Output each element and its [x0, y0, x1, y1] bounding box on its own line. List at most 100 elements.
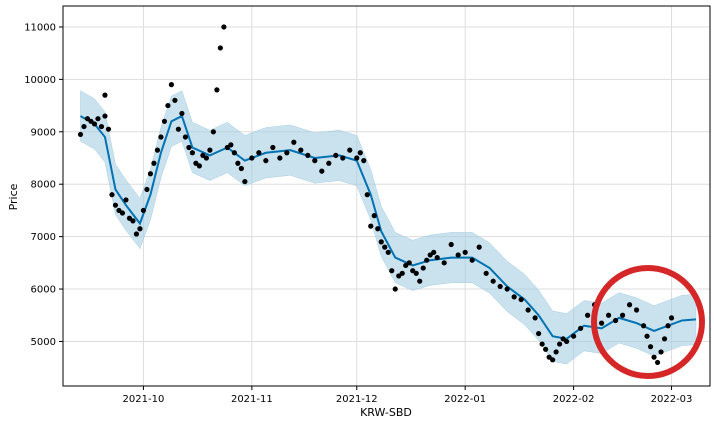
- data-point: [231, 150, 237, 156]
- data-point: [196, 163, 202, 169]
- data-point: [210, 129, 216, 135]
- data-point: [654, 359, 661, 366]
- data-point: [95, 116, 101, 122]
- x-tick-label: 2021-10: [123, 394, 165, 405]
- x-axis-ticks: 2021-10 2021-11 2021-12 2022-01 2022-02 2022-…: [123, 386, 693, 405]
- data-point: [420, 265, 426, 271]
- data-point: [640, 323, 647, 329]
- data-point: [619, 312, 626, 318]
- data-point: [105, 126, 112, 132]
- data-point: [413, 270, 419, 276]
- data-point: [235, 160, 241, 166]
- data-point: [658, 349, 664, 355]
- data-point: [172, 97, 178, 103]
- data-point: [668, 315, 675, 321]
- data-point: [182, 134, 189, 140]
- data-point: [119, 210, 126, 216]
- data-point: [291, 139, 297, 145]
- data-point: [375, 226, 381, 232]
- data-point: [256, 150, 262, 156]
- data-point: [347, 147, 353, 153]
- y-tick-label: 5000: [31, 337, 56, 348]
- data-point: [165, 102, 171, 109]
- y-tick-label: 7000: [31, 232, 56, 243]
- data-point: [77, 131, 84, 138]
- data-point: [553, 349, 559, 355]
- data-point: [605, 312, 612, 318]
- data-point: [175, 126, 182, 132]
- data-point: [511, 294, 517, 300]
- y-axis-ticks: 5000 6000 7000 8000 9000 10000 11000: [24, 22, 63, 348]
- data-point: [371, 213, 377, 219]
- data-point: [81, 123, 87, 130]
- data-point: [249, 155, 255, 161]
- data-point: [504, 286, 510, 292]
- data-point: [102, 92, 108, 98]
- data-point: [406, 260, 412, 266]
- x-tick-label: 2022-02: [553, 394, 595, 405]
- data-point: [448, 241, 454, 248]
- data-point: [158, 134, 164, 140]
- data-point: [378, 239, 384, 245]
- data-point: [298, 147, 304, 153]
- data-point: [168, 82, 175, 88]
- observed-points: [77, 24, 675, 366]
- data-point: [214, 87, 220, 93]
- data-point: [154, 147, 161, 153]
- data-point: [578, 325, 584, 331]
- data-point: [399, 270, 405, 276]
- data-point: [564, 338, 570, 345]
- data-point: [364, 192, 370, 198]
- data-point: [354, 155, 360, 161]
- data-point: [584, 312, 591, 318]
- data-point: [326, 160, 332, 166]
- data-point: [203, 155, 209, 161]
- data-point: [536, 330, 542, 337]
- data-point: [333, 152, 339, 158]
- data-point: [133, 231, 140, 237]
- y-tick-label: 11000: [24, 22, 56, 33]
- data-point: [543, 346, 549, 352]
- data-point: [161, 118, 168, 124]
- data-point: [221, 24, 227, 30]
- data-point: [661, 336, 668, 342]
- data-point: [389, 268, 395, 274]
- data-point: [497, 283, 503, 290]
- data-point: [98, 123, 105, 130]
- data-point: [626, 302, 633, 308]
- data-point: [598, 320, 605, 326]
- data-point: [357, 150, 363, 156]
- y-tick-label: 9000: [31, 127, 56, 138]
- plot-frame: [62, 5, 711, 387]
- x-tick-label: 2021-12: [336, 394, 378, 405]
- data-point: [644, 333, 650, 339]
- data-point: [305, 152, 311, 158]
- data-point: [312, 158, 318, 164]
- data-point: [469, 257, 475, 263]
- data-point: [455, 252, 461, 258]
- data-point: [368, 223, 374, 229]
- data-point: [441, 260, 447, 266]
- data-point: [392, 286, 398, 292]
- y-tick-label: 6000: [31, 285, 56, 296]
- data-point: [140, 207, 147, 214]
- data-point: [462, 249, 468, 255]
- data-point: [417, 278, 423, 284]
- data-point: [340, 155, 346, 161]
- data-point: [612, 317, 619, 324]
- data-point: [263, 158, 269, 164]
- data-point: [525, 307, 531, 313]
- data-point: [550, 357, 556, 363]
- y-tick-label: 8000: [31, 180, 56, 191]
- y-axis-label: Price: [7, 183, 20, 210]
- data-point: [319, 168, 325, 174]
- x-tick-label: 2022-01: [444, 394, 486, 405]
- data-point: [109, 192, 115, 198]
- data-point: [151, 160, 157, 166]
- data-point: [476, 244, 482, 250]
- data-point: [483, 270, 489, 276]
- data-point: [147, 171, 154, 177]
- x-tick-label: 2022-03: [651, 394, 693, 405]
- data-point: [270, 144, 276, 151]
